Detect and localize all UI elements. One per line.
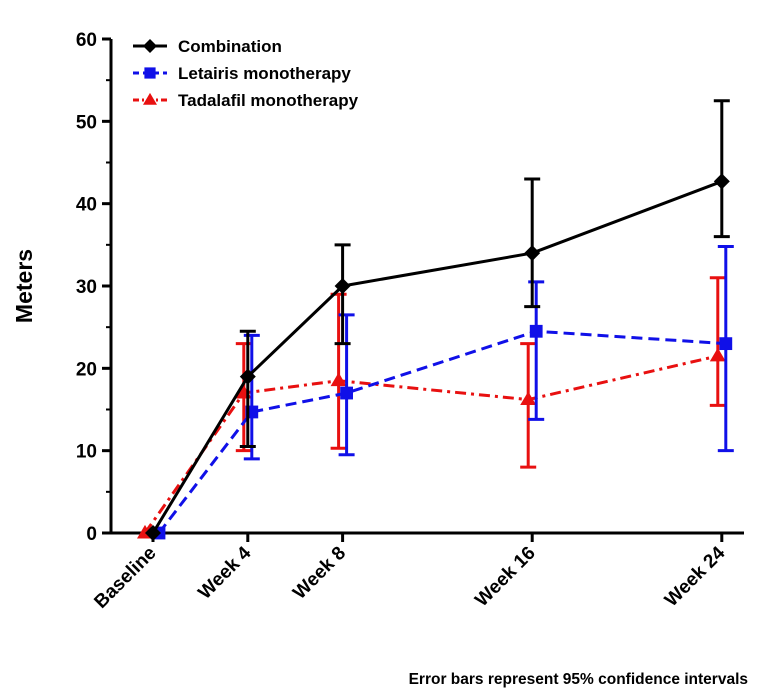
x-tick-label: Week 16 — [471, 543, 539, 611]
y-tick-label: 50 — [76, 112, 97, 133]
data-point — [239, 368, 256, 385]
legend: Combination Letairis monotherapy Tadalafil… — [133, 37, 359, 110]
x-tick-label: Week 24 — [661, 542, 730, 611]
data-point — [713, 173, 730, 190]
series-tadalafil-monotherapy — [137, 276, 726, 539]
legend-label: Combination — [178, 37, 282, 56]
legend-entry: Letairis monotherapy — [133, 64, 351, 83]
y-axis-label: Meters — [11, 249, 37, 323]
data-point — [719, 337, 733, 351]
legend-label: Tadalafil monotherapy — [178, 91, 359, 110]
error-bar — [330, 292, 347, 450]
data-point — [340, 386, 353, 400]
y-tick-label: 40 — [76, 195, 97, 216]
legend-entry: Combination — [133, 37, 282, 56]
data-point — [330, 372, 347, 387]
series-line — [143, 354, 719, 534]
legend-entry: Tadalafil monotherapy — [133, 91, 359, 110]
data-point — [520, 391, 537, 406]
error-bar — [709, 276, 726, 407]
series-line — [157, 329, 726, 534]
legend-marker — [143, 92, 157, 105]
y-tick-label: 20 — [76, 359, 97, 380]
x-tick-label: Week 8 — [289, 543, 350, 604]
plot-area — [137, 99, 734, 541]
footnote: Error bars represent 95% confidence inte… — [409, 671, 748, 688]
error-bar — [524, 177, 541, 309]
data-point — [334, 278, 351, 294]
legend-marker — [144, 67, 156, 79]
legend-marker — [143, 39, 157, 53]
x-tick-label: Baseline — [90, 543, 160, 613]
data-point — [529, 324, 543, 338]
x-tick-label: Week 4 — [194, 542, 255, 603]
data-point — [524, 245, 541, 262]
data-point — [709, 347, 726, 362]
error-bar — [713, 99, 730, 239]
legend-label: Letairis monotherapy — [178, 64, 351, 83]
error-bar — [520, 342, 537, 469]
error-bar — [334, 243, 351, 346]
data-point — [145, 525, 161, 541]
error-bar — [239, 329, 256, 449]
series-combination — [145, 99, 730, 541]
y-tick-label: 30 — [76, 277, 97, 298]
series-line — [151, 180, 723, 534]
axes: 0 10 20 30 40 50 60 Baseline Week 4 Week 8 Week 16… — [76, 30, 744, 613]
y-tick-label: 10 — [76, 442, 97, 463]
y-tick-label: 60 — [76, 30, 97, 51]
y-tick-label: 0 — [86, 524, 97, 545]
